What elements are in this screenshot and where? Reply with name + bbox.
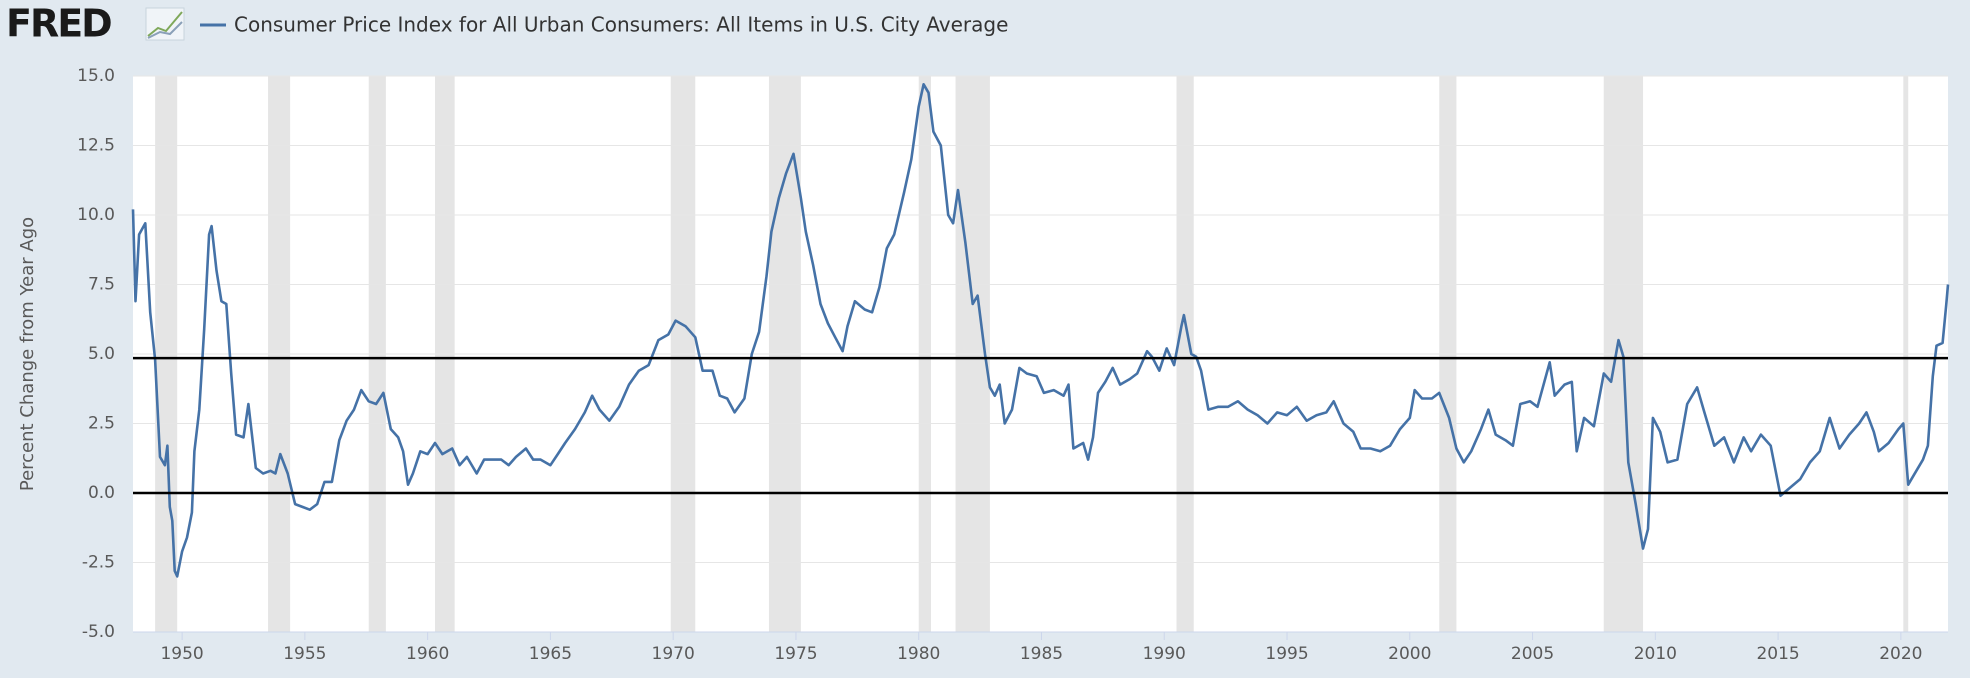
y-tick-label: 15.0	[77, 66, 115, 86]
x-tick-label: 1980	[897, 644, 940, 664]
series-line	[131, 83, 1950, 578]
y-tick-label: -5.0	[82, 622, 115, 642]
x-tick-label: 1950	[160, 644, 203, 664]
x-tick-label: 1960	[406, 644, 449, 664]
y-tick-label: 0.0	[88, 483, 115, 503]
x-tick-label: 2000	[1388, 644, 1431, 664]
y-tick-label: 2.5	[88, 414, 115, 434]
y-axis-label: Percent Change from Year Ago	[17, 217, 38, 491]
x-tick-label: 1995	[1265, 644, 1308, 664]
x-tick-label: 2010	[1634, 644, 1677, 664]
x-tick-label: 1975	[774, 644, 817, 664]
y-tick-label: -2.5	[82, 553, 115, 573]
x-tick-label: 1970	[652, 644, 695, 664]
x-tick-label: 2015	[1756, 644, 1799, 664]
y-tick-label: 7.5	[88, 275, 115, 295]
logo: FRED	[6, 2, 111, 46]
y-tick-label: 12.5	[77, 136, 115, 156]
x-tick-label: 1965	[529, 644, 572, 664]
x-tick-label: 2020	[1879, 644, 1922, 664]
x-tick-label: 2005	[1511, 644, 1554, 664]
x-tick-label: 1955	[283, 644, 326, 664]
y-tick-label: 5.0	[88, 344, 115, 364]
x-tick-label: 1990	[1143, 644, 1186, 664]
legend-label: Consumer Price Index for All Urban Consu…	[234, 13, 1008, 37]
logo-icon	[145, 7, 185, 41]
x-tick-label: 1985	[1020, 644, 1063, 664]
y-tick-label: 10.0	[77, 205, 115, 225]
